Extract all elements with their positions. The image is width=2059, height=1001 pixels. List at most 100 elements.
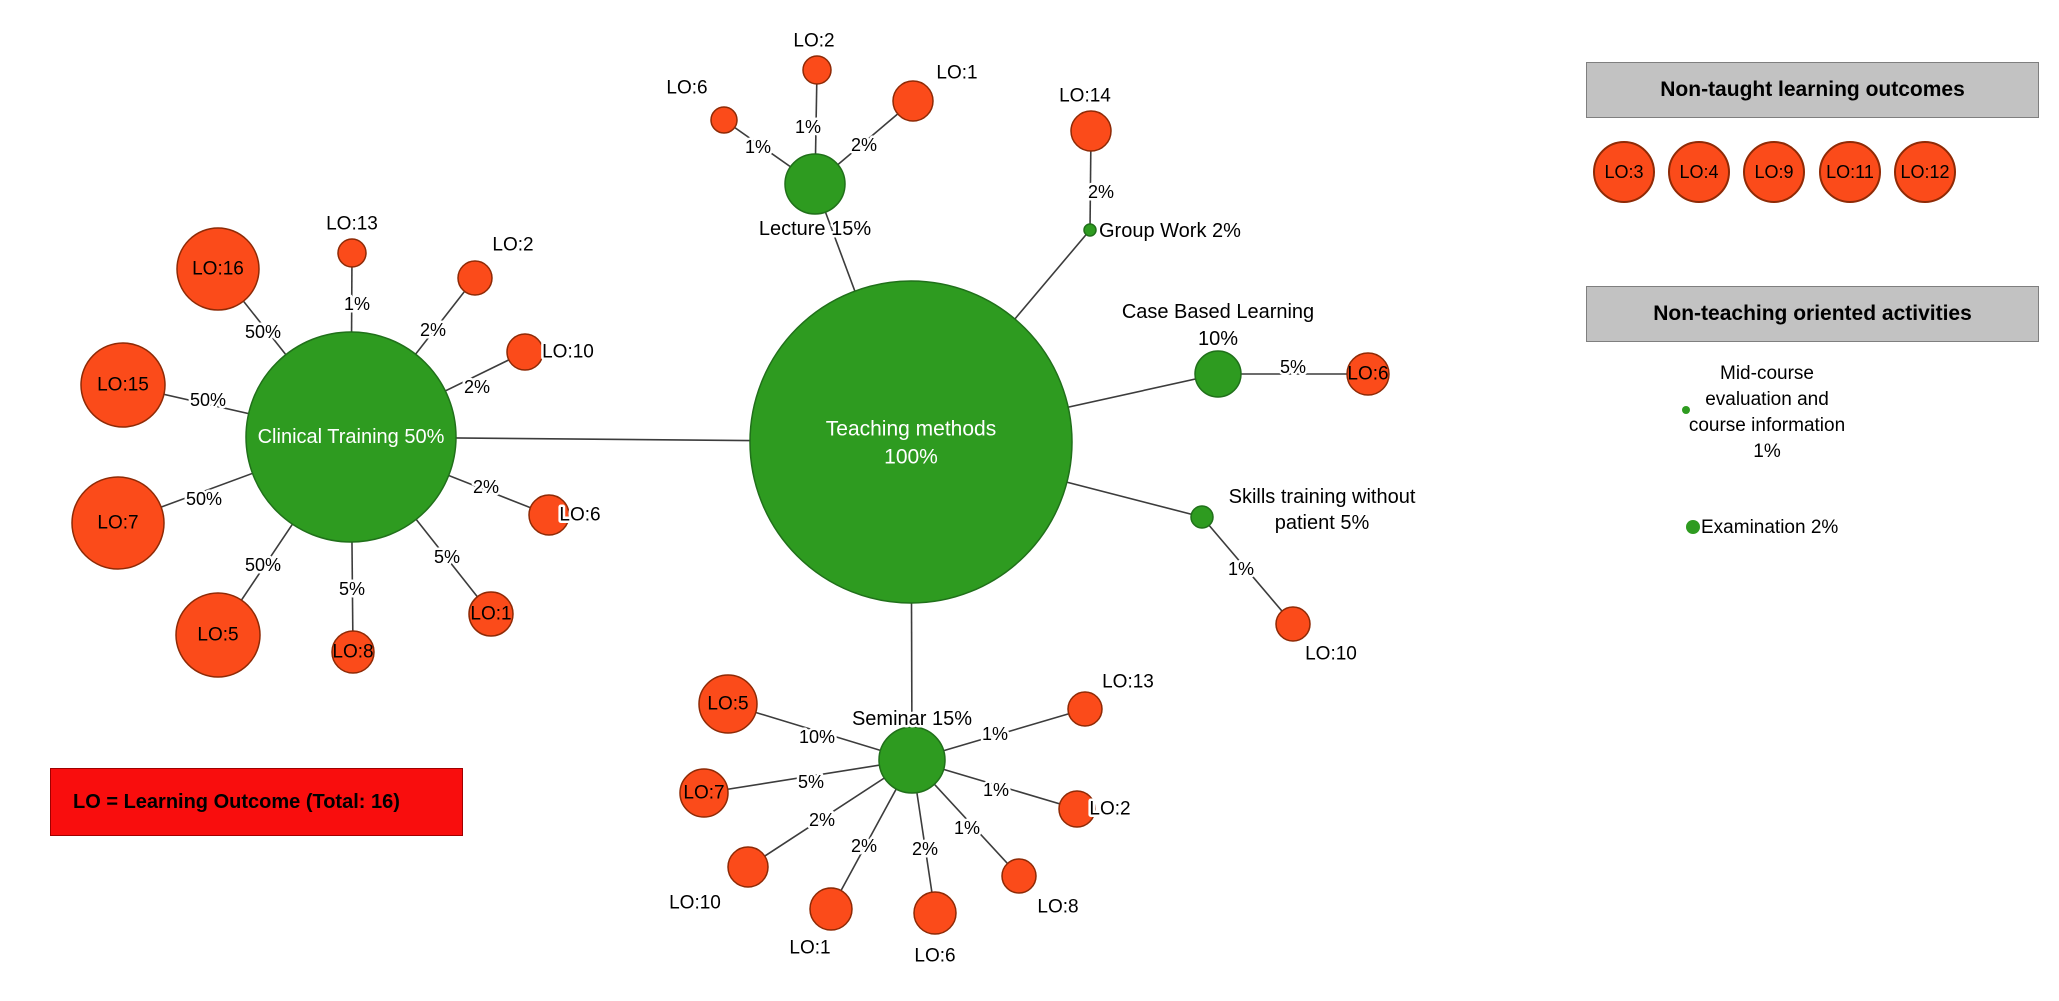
- node-label-lo8s: LO:8: [1037, 897, 1078, 918]
- edge-label-seminar-lo6s: 2%: [912, 839, 938, 859]
- node-label-lo7s: LO:7: [683, 783, 724, 804]
- edge-label-lecture-lo2l: 1%: [795, 117, 821, 137]
- edge-label-clinical-lo16: 50%: [245, 322, 281, 342]
- node-label-lo8c: LO:8: [332, 642, 373, 663]
- node-lo6c: [528, 494, 570, 536]
- node-lecture: [784, 153, 846, 215]
- edge-label-clinical-lo8c: 5%: [339, 579, 365, 599]
- legend-box: LO = Learning Outcome (Total: 16): [50, 768, 463, 836]
- node-label-cbl: 10%: [1198, 328, 1238, 350]
- node-lo6s: [913, 891, 957, 935]
- node-label-lo1l: LO:1: [936, 63, 977, 84]
- node-label-clinical: Clinical Training 50%: [258, 426, 445, 448]
- node-label-teaching: 100%: [884, 446, 938, 469]
- edge-label-lecture-lo6l: 1%: [745, 137, 771, 157]
- node-lo1s: [809, 887, 853, 931]
- edge-skills-lo10sk: [1201, 516, 1294, 625]
- node-lo15: [80, 342, 166, 428]
- node-groupwork: [1083, 223, 1097, 237]
- node-lo10s: [727, 846, 769, 888]
- node-clinical: [245, 331, 457, 543]
- node-label-lo6l: LO:6: [666, 78, 707, 99]
- node-label-lo7c: LO:7: [97, 513, 138, 534]
- node-label-lo15: LO:15: [97, 375, 149, 396]
- node-lo8c: [331, 630, 375, 674]
- examination-dot-icon: [1686, 520, 1700, 534]
- node-lo2s: [1058, 790, 1096, 828]
- edge-label-seminar-lo8s: 1%: [954, 818, 980, 838]
- node-lo6l: [710, 106, 738, 134]
- node-lo7c: [71, 476, 165, 570]
- node-label-skills: Skills training without: [1229, 486, 1416, 508]
- edge-label-seminar-lo5s: 10%: [799, 727, 835, 747]
- edge-label-lecture-lo1l: 2%: [851, 135, 877, 155]
- edge-label-clinical-lo1c: 5%: [434, 547, 460, 567]
- node-teaching: [749, 280, 1073, 604]
- node-label-lo6c: LO:6: [559, 505, 600, 526]
- node-label-lo1c: LO:1: [470, 604, 511, 625]
- node-label-lo10c: LO:10: [542, 342, 594, 363]
- non-taught-outcome-lo11: LO:11: [1819, 141, 1881, 203]
- non-taught-outcome-lo12: LO:12: [1894, 141, 1956, 203]
- node-seminar: [878, 726, 946, 794]
- node-label-lo5c: LO:5: [197, 625, 238, 646]
- edge-label-seminar-lo10s: 2%: [809, 810, 835, 830]
- node-label-lo6s: LO:6: [914, 946, 955, 967]
- node-skills: [1190, 505, 1214, 529]
- node-cbl: [1194, 350, 1242, 398]
- non-taught-outcome-lo4: LO:4: [1668, 141, 1730, 203]
- node-label-lo6cb: LO:6: [1347, 364, 1388, 385]
- node-label-seminar: Seminar 15%: [852, 708, 972, 730]
- edge-label-seminar-lo13s: 1%: [982, 724, 1008, 744]
- node-lo13s: [1067, 691, 1103, 727]
- edge-label-cbl-lo6cb: 5%: [1280, 357, 1306, 377]
- node-label-lo2l: LO:2: [793, 31, 834, 52]
- non-teaching-header: Non-teaching oriented activities: [1586, 286, 2039, 342]
- edge-label-seminar-lo1s: 2%: [851, 836, 877, 856]
- edge-label-clinical-lo10c: 2%: [464, 377, 490, 397]
- edge-label-clinical-lo6c: 2%: [473, 477, 499, 497]
- node-label-lo16: LO:16: [192, 259, 244, 280]
- node-lo2c: [457, 260, 493, 296]
- node-label-lo2c: LO:2: [492, 235, 533, 256]
- node-lo7s: [679, 768, 729, 818]
- midcourse-dot-icon: [1682, 406, 1690, 414]
- edge-label-clinical-lo7c: 50%: [186, 489, 222, 509]
- node-label-lecture: Lecture 15%: [759, 218, 872, 240]
- node-lo10sk: [1275, 606, 1311, 642]
- node-lo1l: [892, 80, 934, 122]
- node-lo6cb: [1346, 352, 1390, 396]
- edge-label-clinical-lo2c: 2%: [420, 320, 446, 340]
- edge-seminar-lo7s: [703, 759, 913, 794]
- node-label-groupwork: Group Work 2%: [1099, 220, 1241, 242]
- non-taught-outcome-lo3: LO:3: [1593, 141, 1655, 203]
- node-lo13c: [337, 238, 367, 268]
- non-taught-header: Non-taught learning outcomes: [1586, 62, 2039, 118]
- midcourse-label: Mid-course evaluation and course informa…: [1688, 363, 1846, 462]
- node-label-lo10sk: LO:10: [1305, 644, 1357, 665]
- edge-label-seminar-lo7s: 5%: [798, 772, 824, 792]
- node-lo1c: [468, 591, 514, 637]
- node-lo5s: [698, 674, 758, 734]
- node-lo2l: [802, 55, 832, 85]
- node-lo14: [1070, 110, 1112, 152]
- node-lo8s: [1001, 858, 1037, 894]
- node-label-lo5s: LO:5: [707, 694, 748, 715]
- node-label-lo2s: LO:2: [1089, 799, 1130, 820]
- edge-label-skills-lo10sk: 1%: [1228, 559, 1254, 579]
- node-label-lo13s: LO:13: [1102, 672, 1154, 693]
- non-taught-outcome-lo9: LO:9: [1743, 141, 1805, 203]
- edge-label-clinical-lo5c: 50%: [245, 555, 281, 575]
- node-label-lo14: LO:14: [1059, 86, 1111, 107]
- node-label-skills: patient 5%: [1275, 512, 1370, 534]
- node-lo10c: [506, 333, 544, 371]
- edge-label-seminar-lo2s: 1%: [983, 780, 1009, 800]
- node-label-lo1s: LO:1: [789, 938, 830, 959]
- node-label-lo13c: LO:13: [326, 214, 378, 235]
- node-lo5c: [175, 592, 261, 678]
- node-label-lo10s: LO:10: [669, 893, 721, 914]
- edge-label-groupwork-lo14: 2%: [1088, 182, 1114, 202]
- examination-label: Examination 2%: [1701, 517, 1839, 538]
